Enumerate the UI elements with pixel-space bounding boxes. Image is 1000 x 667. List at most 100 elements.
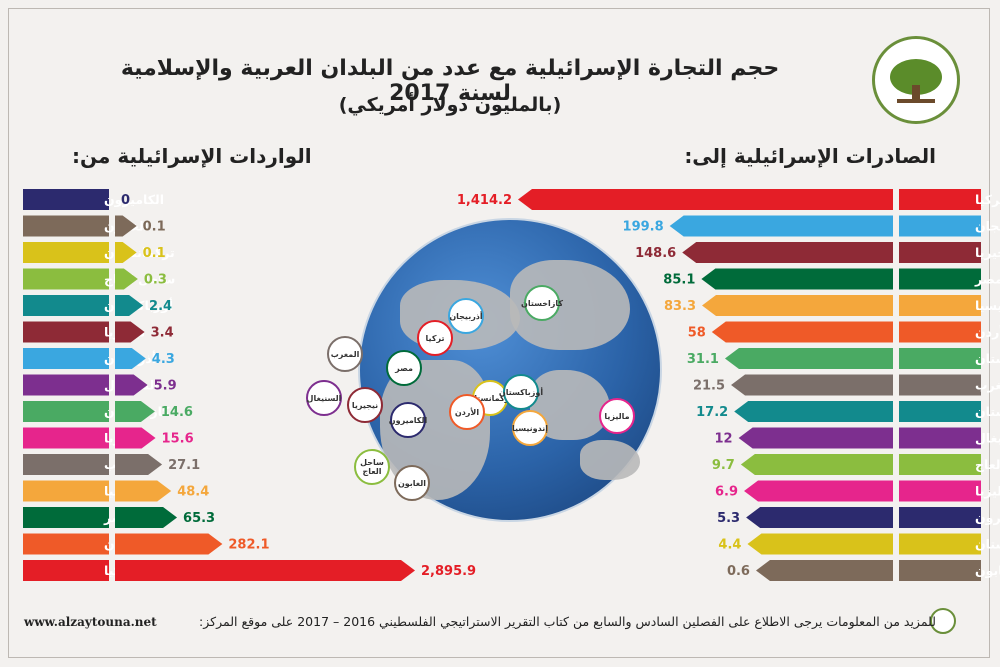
import-label-box [23, 189, 109, 210]
footer-note: للمزيد من المعلومات يرجى الاطلاع على الف… [199, 614, 936, 629]
export-value-label: 85.1 [663, 273, 695, 288]
import-value-label: 2,895.9 [421, 564, 476, 579]
import-label-box [23, 401, 109, 422]
import-bar [115, 454, 163, 475]
map-marker: الكاميرون [389, 402, 427, 438]
chart-subtitle: (بالمليون دولار أمريكي) [338, 94, 562, 116]
export-label-box [899, 374, 981, 396]
map-marker: مصر [386, 350, 422, 386]
import-bar [115, 560, 415, 581]
zaytouna-logo [872, 36, 960, 124]
import-label-box [23, 560, 109, 581]
import-value-label: 0.1 [143, 220, 166, 235]
import-value-label: 0.3 [144, 273, 167, 288]
export-bar [731, 374, 893, 396]
import-label-box [23, 427, 109, 449]
export-value-label: 12 [715, 432, 733, 447]
import-label-box [23, 215, 109, 237]
export-label-box [899, 533, 981, 555]
export-label-box [899, 427, 981, 449]
export-value-label: 6.9 [715, 485, 738, 500]
export-label-box [899, 348, 981, 369]
map-marker: المغرب [327, 336, 363, 372]
export-value-label: 1,414.2 [457, 193, 512, 208]
export-bar [734, 401, 893, 422]
export-bar [755, 560, 893, 581]
map-marker: نيجيريا [347, 387, 383, 423]
export-category-label: نيجيريا [975, 245, 1000, 260]
export-bar [724, 348, 893, 369]
export-category-label: أذربيجان [975, 218, 1000, 234]
import-label-box [23, 242, 109, 263]
export-category-label: تركمانستان [975, 537, 1000, 552]
export-category-label: ساحل العاج [975, 457, 1000, 472]
export-label-box [899, 215, 981, 237]
map-marker: تركيا [417, 320, 453, 356]
import-label-box [23, 268, 109, 290]
imports-heading: الواردات الإسرائيلية من: [72, 144, 312, 168]
import-value-label: 282.1 [228, 538, 269, 553]
export-bar [702, 295, 893, 316]
export-label-box [899, 321, 981, 343]
export-category-label: كازاخستان [975, 351, 1000, 366]
export-category-label: الكاميرون [975, 510, 1000, 525]
import-bar [115, 295, 144, 316]
export-category-label: الغابون [975, 563, 1000, 578]
import-value-label: 5.9 [154, 379, 177, 394]
chart-title: حجم التجارة الإسرائيلية مع عدد من البلدا… [120, 56, 780, 106]
export-bar [746, 507, 893, 528]
export-bar [682, 242, 893, 263]
export-value-label: 17.2 [696, 405, 728, 420]
import-value-label: 3.4 [151, 326, 174, 341]
exports-heading: الصادرات الإسرائيلية إلى: [684, 144, 936, 168]
export-value-label: 58 [688, 326, 706, 341]
import-value-label: 14.6 [161, 405, 193, 420]
import-label-box [23, 374, 109, 396]
export-category-label: الأردن [975, 325, 1000, 340]
import-label-box [23, 507, 109, 528]
import-label-box [23, 454, 109, 475]
export-label-box [899, 454, 981, 475]
import-category-label: الكاميرون [104, 192, 164, 207]
export-category-label: إندونيسيا [975, 298, 1000, 313]
export-category-label: السنيغال [975, 431, 1000, 446]
export-bar [740, 454, 893, 475]
footer-logo-icon [930, 608, 956, 634]
export-category-label: أوزباكستان [975, 403, 1000, 419]
map-marker: إندونيسيا [512, 410, 548, 446]
import-bar [115, 268, 138, 290]
import-label-box [23, 295, 109, 316]
export-value-label: 5.3 [717, 511, 740, 526]
import-bar [115, 401, 155, 422]
export-label-box [899, 295, 981, 316]
export-bar [744, 480, 893, 502]
export-label-box [899, 507, 981, 528]
import-value-label: 0 [121, 193, 130, 208]
import-value-label: 4.3 [152, 352, 175, 367]
map-marker: أوزباكستان [499, 374, 543, 410]
export-bar [747, 533, 893, 555]
infographic-frame [8, 8, 990, 658]
import-label-box [23, 348, 109, 369]
import-value-label: 15.6 [162, 432, 194, 447]
import-value-label: 48.4 [177, 485, 209, 500]
website-link[interactable]: www.alzaytouna.net [24, 615, 157, 629]
import-bar [115, 242, 137, 263]
export-bar [738, 427, 893, 449]
import-bar [115, 427, 156, 449]
export-value-label: 0.6 [727, 564, 750, 579]
map-marker: كازاخستان [521, 285, 563, 321]
export-value-label: 31.1 [687, 352, 719, 367]
export-bar [711, 321, 893, 343]
export-label-box [899, 401, 981, 422]
export-category-label: ماليزيا [975, 484, 1000, 499]
import-bar [115, 507, 178, 528]
export-category-label: مصر [974, 272, 1000, 287]
export-label-box [899, 242, 981, 263]
map-marker: الأردن [449, 394, 485, 430]
export-bar [669, 215, 893, 237]
import-bar [115, 321, 145, 343]
export-category-label: تركيا [975, 192, 1000, 207]
export-value-label: 148.6 [635, 246, 676, 261]
